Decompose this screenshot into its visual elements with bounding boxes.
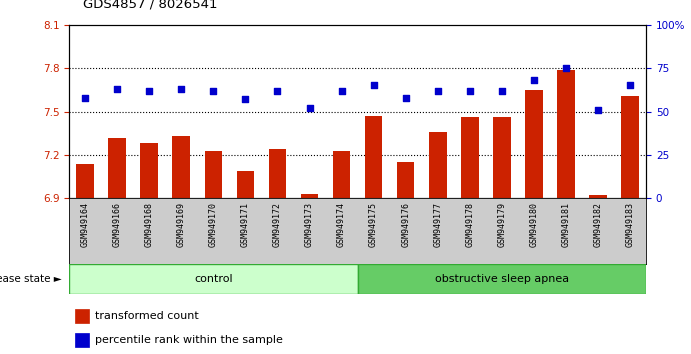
Bar — [397, 162, 415, 198]
Text: GSM949173: GSM949173 — [305, 201, 314, 246]
Text: GSM949176: GSM949176 — [401, 201, 410, 246]
Point — [176, 86, 187, 92]
Text: GSM949166: GSM949166 — [113, 201, 122, 246]
Text: GSM949175: GSM949175 — [369, 201, 378, 246]
Point — [368, 82, 379, 88]
Text: GSM949168: GSM949168 — [144, 201, 153, 246]
Text: disease state ►: disease state ► — [0, 274, 62, 284]
Bar — [333, 150, 350, 198]
Point — [112, 86, 123, 92]
Point — [79, 95, 91, 101]
Bar — [365, 116, 382, 198]
Bar — [140, 143, 158, 198]
Point — [336, 88, 347, 93]
Point — [144, 88, 155, 93]
Point — [240, 97, 251, 102]
Bar — [493, 117, 511, 198]
Bar — [461, 117, 479, 198]
Point — [304, 105, 315, 111]
FancyBboxPatch shape — [69, 264, 358, 294]
Point — [208, 88, 219, 93]
Text: GSM949172: GSM949172 — [273, 201, 282, 246]
FancyBboxPatch shape — [358, 264, 646, 294]
Text: GSM949181: GSM949181 — [562, 201, 571, 246]
Bar — [557, 70, 575, 198]
Text: transformed count: transformed count — [95, 311, 199, 321]
Text: obstructive sleep apnea: obstructive sleep apnea — [435, 274, 569, 284]
Text: GSM949180: GSM949180 — [529, 201, 538, 246]
Point — [432, 88, 443, 93]
Text: GSM949164: GSM949164 — [81, 201, 90, 246]
Text: GSM949170: GSM949170 — [209, 201, 218, 246]
Bar — [429, 132, 446, 198]
Point — [625, 82, 636, 88]
Text: GSM949178: GSM949178 — [465, 201, 474, 246]
Point — [400, 95, 411, 101]
Text: GSM949171: GSM949171 — [241, 201, 250, 246]
Bar — [236, 171, 254, 198]
Text: GDS4857 / 8026541: GDS4857 / 8026541 — [83, 0, 218, 11]
Text: GSM949174: GSM949174 — [337, 201, 346, 246]
Bar — [205, 150, 223, 198]
Bar — [589, 195, 607, 198]
Bar — [108, 137, 126, 198]
Point — [529, 78, 540, 83]
Text: percentile rank within the sample: percentile rank within the sample — [95, 335, 283, 345]
Bar — [301, 194, 319, 198]
Text: control: control — [194, 274, 233, 284]
Point — [496, 88, 507, 93]
Bar — [75, 333, 89, 347]
Text: GSM949179: GSM949179 — [498, 201, 507, 246]
Bar — [173, 136, 190, 198]
Bar — [269, 149, 286, 198]
Point — [272, 88, 283, 93]
Bar — [76, 164, 94, 198]
Text: GSM949183: GSM949183 — [625, 201, 634, 246]
Text: GSM949182: GSM949182 — [594, 201, 603, 246]
Text: GSM949177: GSM949177 — [433, 201, 442, 246]
Bar — [525, 90, 542, 198]
Text: GSM949169: GSM949169 — [177, 201, 186, 246]
Bar — [75, 309, 89, 323]
Point — [560, 65, 571, 71]
Point — [592, 107, 603, 113]
Point — [464, 88, 475, 93]
Bar — [621, 96, 639, 198]
